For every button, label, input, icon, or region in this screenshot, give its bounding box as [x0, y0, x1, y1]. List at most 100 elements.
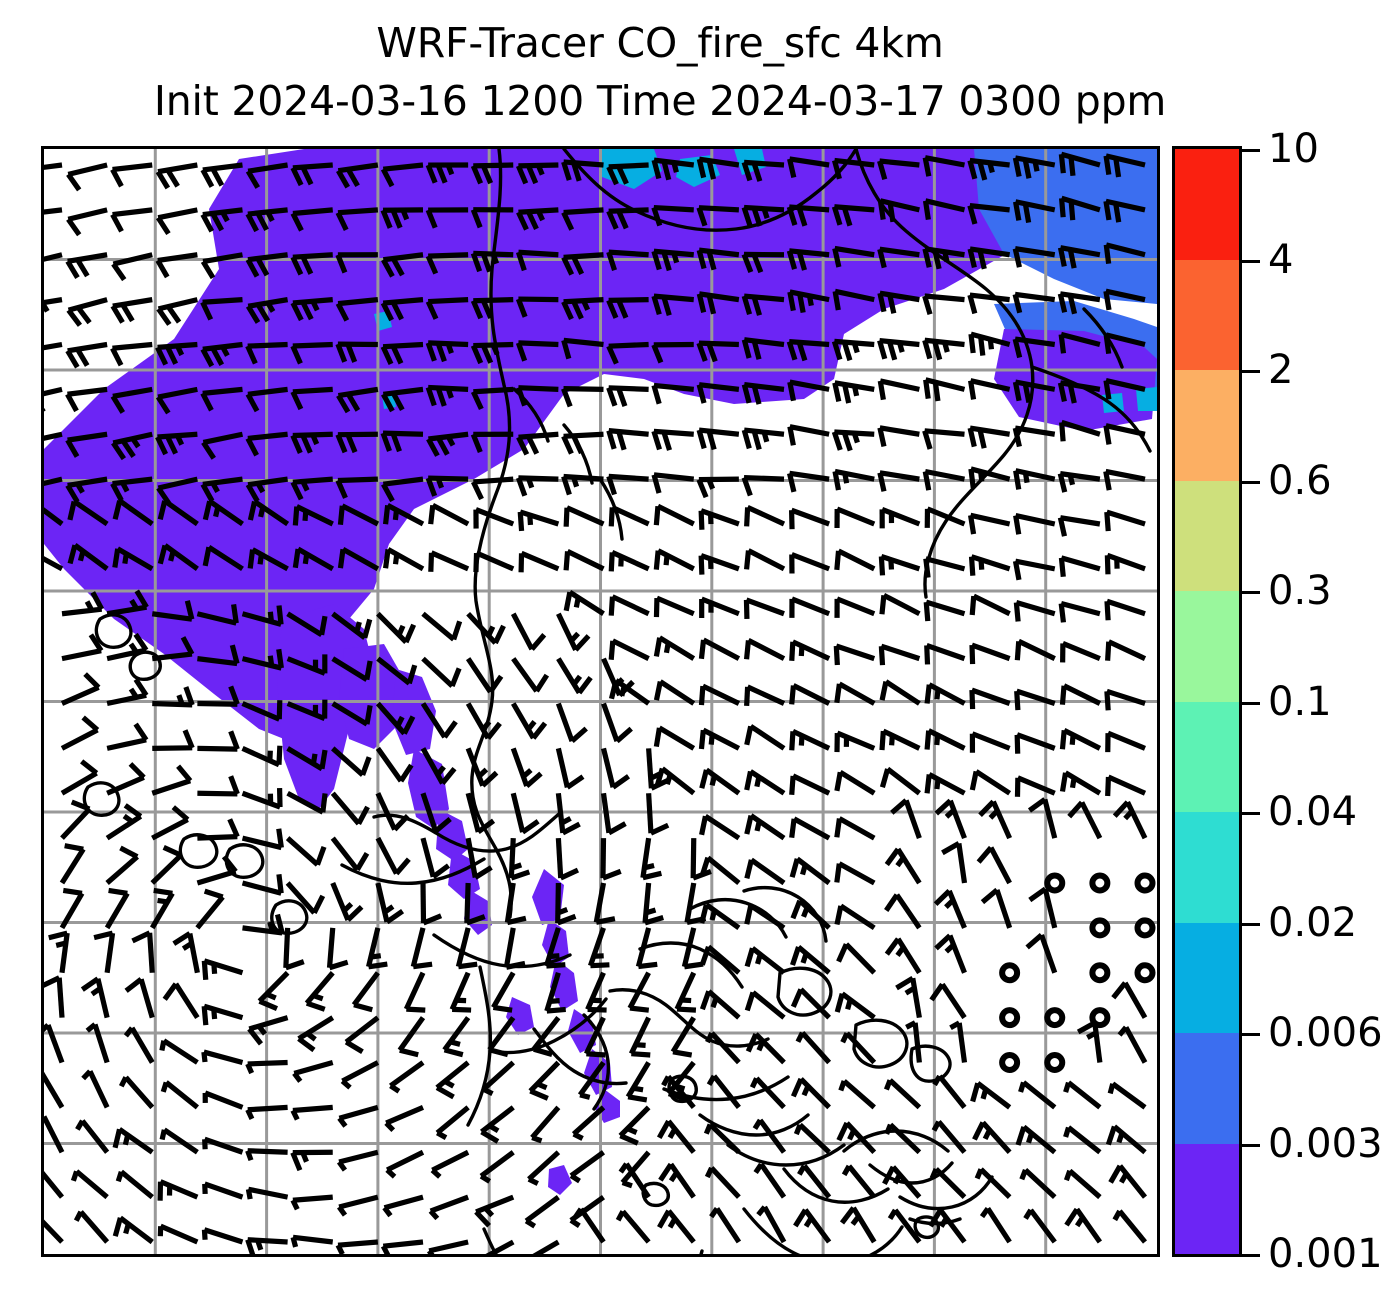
wind-barb-icon: [1012, 291, 1056, 314]
coastline-path: [94, 613, 133, 649]
calm-wind-circle-icon: [1044, 1052, 1066, 1073]
wind-barb-icon: [573, 1207, 606, 1244]
wind-barb-icon: [247, 547, 289, 572]
wind-barb-icon: [44, 476, 63, 487]
wind-barb-icon: [245, 431, 288, 457]
wind-barb-icon: [201, 431, 244, 460]
wind-barb-icon: [335, 341, 378, 363]
wind-barb-icon: [786, 339, 830, 362]
wind-barb-icon: [335, 1239, 379, 1254]
wind-barb-icon: [563, 505, 605, 527]
wind-barb-icon: [286, 611, 328, 638]
wind-barb-icon: [245, 1104, 288, 1120]
wind-barb-icon: [44, 556, 64, 572]
wind-barb-icon: [245, 1059, 288, 1075]
wind-barb-icon: [934, 798, 967, 840]
wind-barb-icon: [159, 1038, 199, 1065]
wind-barb-icon: [696, 247, 740, 271]
wind-barb-icon: [1057, 245, 1101, 269]
wind-barb-icon: [661, 1074, 696, 1110]
wind-barb-icon: [1105, 774, 1147, 797]
wind-barb-icon: [974, 1167, 1012, 1199]
wind-barb-icon: [410, 927, 433, 970]
colorbar-tick-label: 10: [1268, 126, 1319, 172]
wind-barb-icon: [969, 731, 1011, 753]
wind-barb-icon: [197, 775, 240, 797]
wind-barb-icon: [151, 764, 193, 796]
wind-barb-icon: [941, 841, 968, 884]
wind-barb-icon: [555, 837, 580, 881]
wind-barb-icon: [967, 203, 1010, 225]
wind-barb-icon: [832, 288, 875, 311]
wind-barb-icon: [286, 699, 328, 722]
wind-barb-icon: [1103, 423, 1146, 445]
wind-barb-icon: [877, 246, 920, 269]
wind-barb-icon: [980, 887, 1013, 929]
wind-barb-icon: [587, 927, 610, 969]
wind-barb-icon: [241, 788, 283, 810]
wind-barb-icon: [606, 249, 649, 272]
wind-barb-icon: [696, 205, 740, 227]
wind-barb-icon: [698, 683, 741, 706]
wind-barb-icon: [152, 686, 195, 708]
wind-barb-icon: [61, 591, 105, 617]
wind-barb-icon: [75, 1119, 110, 1154]
wind-barb-icon: [922, 246, 965, 270]
wind-barb-icon: [331, 656, 373, 682]
colorbar-band: [1175, 259, 1239, 370]
wind-barb-icon: [257, 970, 290, 1012]
wind-barb-icon: [555, 702, 588, 744]
wind-barb-icon: [326, 927, 349, 971]
wind-barb-icon: [744, 857, 786, 886]
wind-barb-icon: [1057, 471, 1101, 493]
wind-barb-icon: [788, 507, 831, 530]
wind-barb-icon: [704, 1166, 741, 1199]
wind-barb-icon: [283, 927, 305, 971]
wind-barb-icon: [787, 379, 830, 402]
colorbar-tick: [1242, 1254, 1260, 1257]
wind-barb-icon: [608, 594, 650, 617]
wind-barb-icon: [426, 431, 469, 457]
wind-barb-icon: [703, 1122, 741, 1155]
wind-barb-icon: [44, 1071, 65, 1109]
wind-barb-icon: [618, 1105, 651, 1146]
wind-barb-icon: [789, 596, 831, 618]
wind-barb-icon: [620, 1150, 651, 1189]
wind-barb-icon: [563, 549, 605, 572]
wind-barb-icon: [112, 498, 154, 527]
wind-barb-icon: [696, 382, 740, 404]
wind-barb-icon: [924, 506, 966, 528]
wind-barb-icon: [836, 1121, 877, 1155]
wind-barb-icon: [561, 337, 604, 360]
colorbar-tick: [1242, 1033, 1260, 1036]
wind-barb-icon: [786, 248, 830, 271]
wind-barb-icon: [420, 882, 443, 926]
wind-barb-icon: [286, 654, 328, 676]
wind-barb-icon: [201, 958, 244, 980]
colorbar-band: [1175, 1143, 1239, 1254]
wind-barb-icon: [544, 971, 566, 1014]
wind-barb-icon: [247, 499, 290, 527]
wind-barb-icon: [44, 297, 63, 320]
wind-barb-icon: [556, 657, 593, 695]
wind-barb-icon: [382, 1194, 424, 1218]
wind-barb-icon: [744, 505, 786, 527]
wind-barb-icon: [741, 159, 785, 182]
wind-barb-icon: [197, 644, 240, 667]
wind-barb-icon: [61, 633, 104, 662]
colorbar-band: [1175, 922, 1239, 1033]
wind-barb-icon: [105, 803, 143, 841]
calm-wind-circle-icon: [999, 1007, 1021, 1029]
wind-barb-icon: [487, 1016, 516, 1058]
wind-barb-icon: [335, 252, 378, 274]
wind-barb-icon: [606, 428, 649, 451]
wind-barb-icon: [924, 772, 966, 796]
wind-barb-icon: [435, 1060, 470, 1100]
wind-barb-icon: [1013, 199, 1056, 223]
wind-barb-icon: [66, 297, 108, 327]
wind-barb-icon: [653, 503, 695, 527]
colorbar-tick-label: 2: [1268, 347, 1294, 393]
wind-barb-icon: [290, 1234, 334, 1248]
wind-barb-icon: [420, 837, 451, 879]
concentration-patch: [408, 749, 449, 829]
